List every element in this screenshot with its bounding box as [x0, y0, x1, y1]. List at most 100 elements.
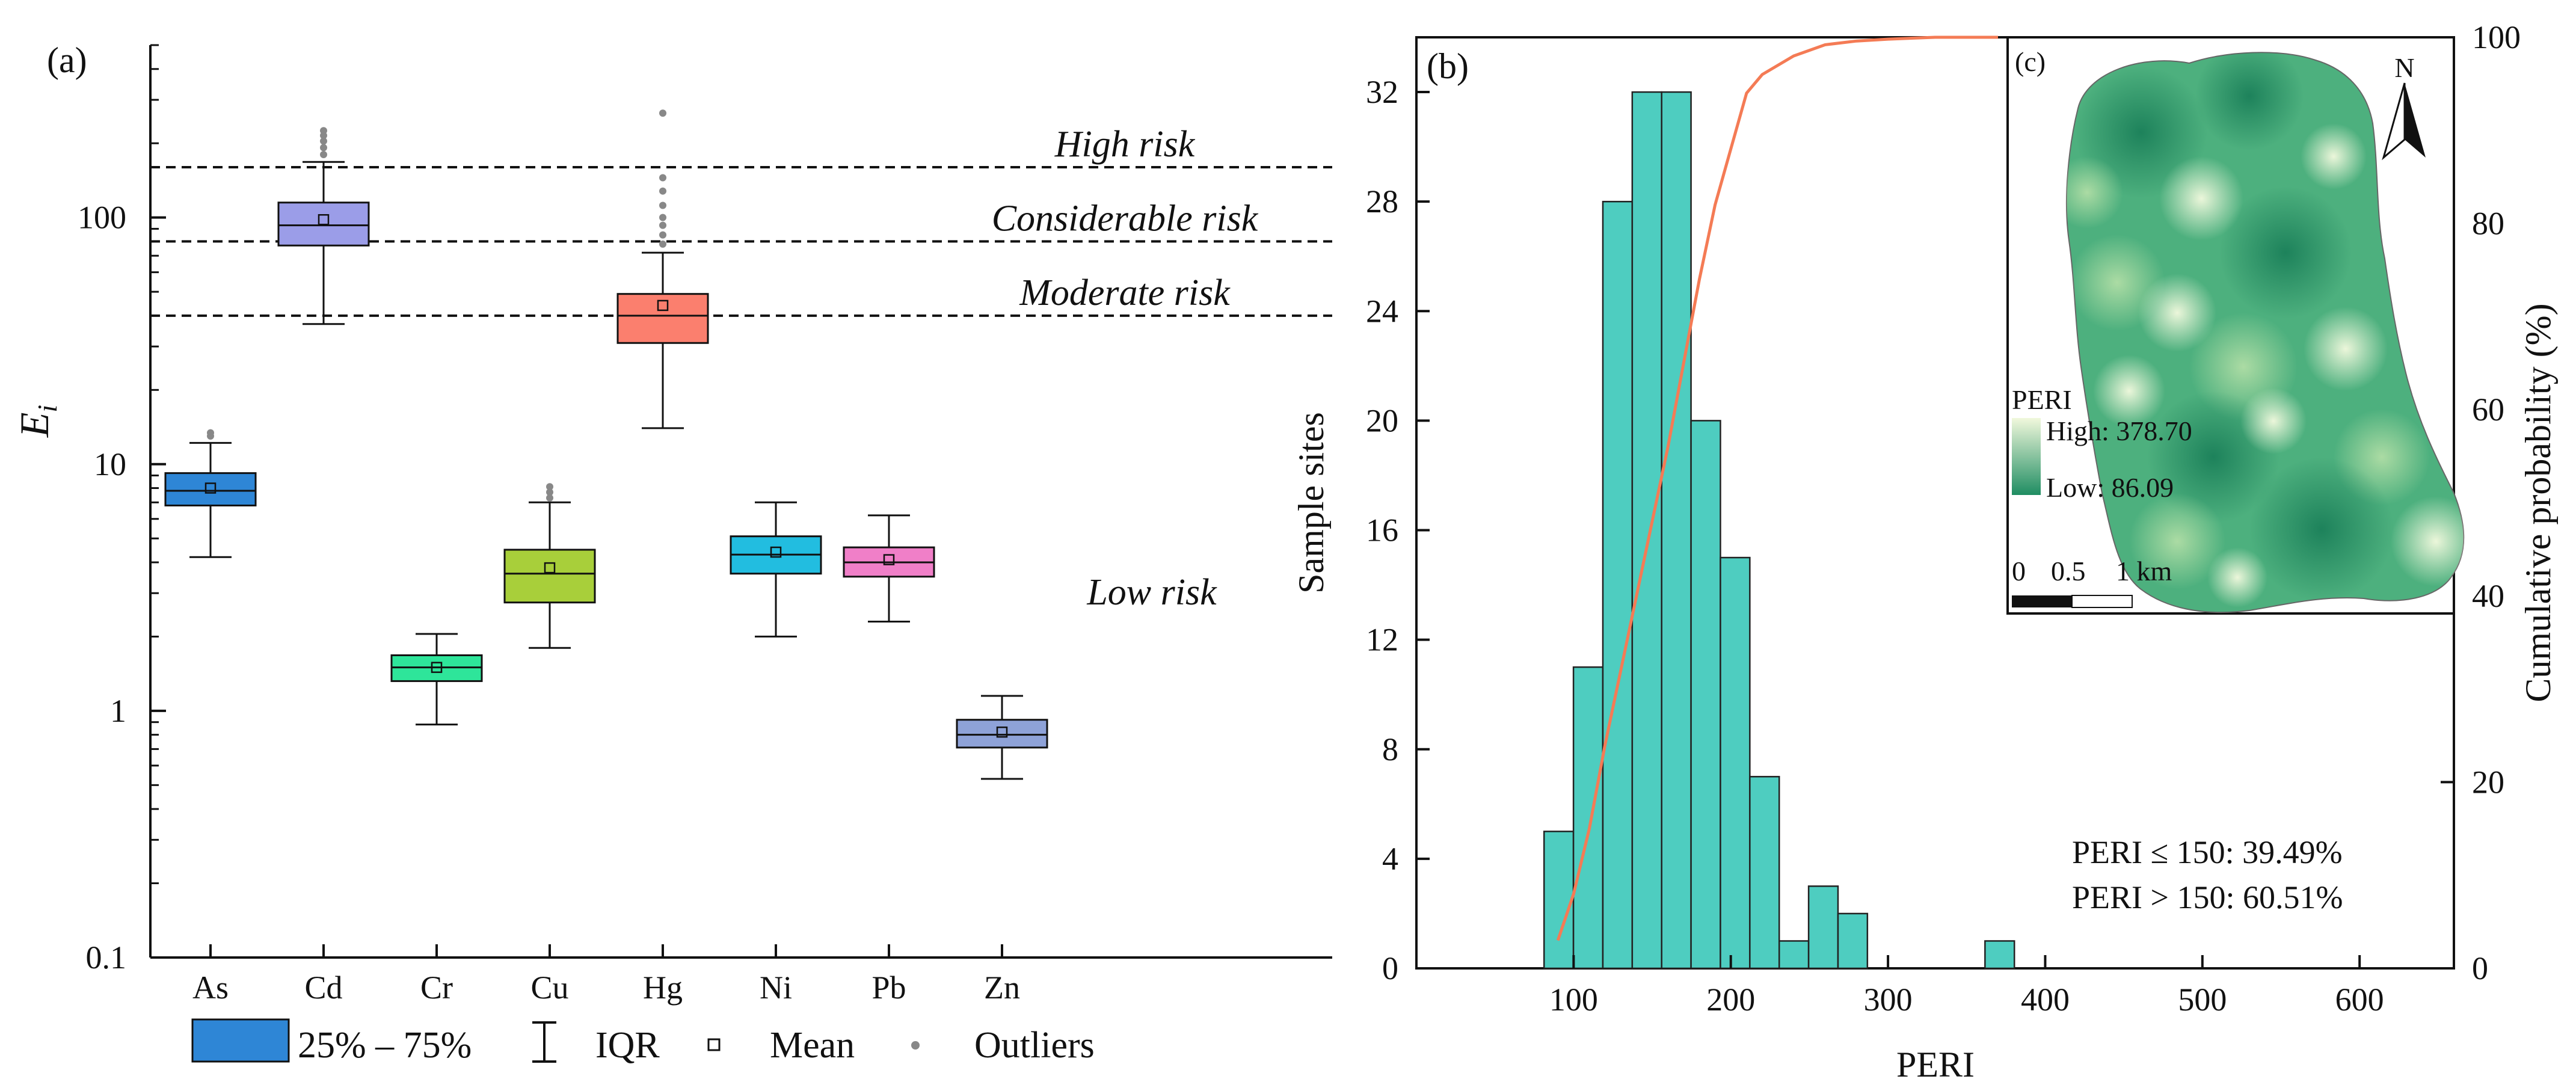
- x-tick-label: As: [192, 970, 229, 1006]
- legend-box-label: 25% – 75%: [298, 1025, 472, 1066]
- histogram-bar: [1807, 885, 1839, 970]
- histogram-bars: [1543, 91, 2015, 970]
- low-risk-label: Low risk: [1086, 572, 1217, 613]
- y-axis-label: Sample sites: [1291, 412, 1331, 594]
- outlier-point: [320, 150, 327, 158]
- outlier-point: [207, 429, 214, 437]
- histogram-bar: [1984, 940, 2015, 970]
- y-tick-label: 20: [1366, 402, 1398, 438]
- y-tick-label: 8: [1382, 731, 1398, 767]
- outlier-point: [320, 144, 327, 152]
- histogram-bar: [1690, 420, 1721, 970]
- box-pb: [843, 514, 935, 623]
- box-hg: [616, 109, 709, 429]
- y-tick-label: 1: [110, 693, 126, 729]
- outlier-point: [659, 221, 666, 229]
- y-ticks: 0.1 1 10 100: [78, 44, 166, 976]
- risk-label: High risk: [1054, 124, 1196, 165]
- legend-outliers-label: Outliers: [974, 1025, 1095, 1066]
- north-arrow-right: [2405, 83, 2426, 158]
- stat-below-150: PERI ≤ 150: 39.49%: [2072, 834, 2343, 870]
- x-tick-label: Cr: [420, 970, 453, 1006]
- x-tick-label: 200: [1706, 982, 1755, 1018]
- y2-tick-label: 100: [2472, 19, 2521, 55]
- legend: 25% – 75% IQR Mean Outliers: [191, 1018, 1095, 1066]
- x-axis-label: PERI: [1896, 1045, 1975, 1079]
- peri-map: [2065, 52, 2465, 613]
- y-tick-label: 28: [1366, 183, 1398, 220]
- y-axis-label: Ei: [11, 405, 63, 438]
- outlier-point: [659, 231, 666, 239]
- box-zn: [956, 695, 1048, 780]
- legend-box-swatch: [191, 1018, 290, 1063]
- legend-iqr-icon: [532, 1021, 556, 1063]
- box-cd: [277, 127, 370, 325]
- box-ni: [730, 501, 822, 638]
- map-legend-title: PERI: [2012, 384, 2072, 415]
- outlier-point: [659, 174, 666, 182]
- x-tick-labels: As Cd Cr Cu Hg Ni Pb Zn: [192, 944, 1020, 1006]
- outlier-point: [659, 187, 666, 195]
- north-arrow-left: [2382, 82, 2406, 161]
- box-cu: [503, 483, 596, 649]
- scale-label-1km: 1 km: [2116, 556, 2172, 586]
- x-tick-label: Hg: [643, 970, 683, 1006]
- outlier-point: [659, 109, 666, 117]
- outlier-point: [546, 483, 553, 491]
- x-tick-label: Cu: [530, 970, 568, 1006]
- iqr-box: [956, 719, 1048, 749]
- outlier-point: [546, 488, 553, 496]
- legend-outlier-icon: [911, 1041, 920, 1050]
- mean-marker: [996, 726, 1008, 738]
- outlier-point: [659, 201, 666, 209]
- legend-mean-icon: [707, 1038, 721, 1051]
- panel-c-label: (c): [2015, 46, 2046, 77]
- scale-bar-white: [2071, 595, 2133, 608]
- panel-a-label: (a): [47, 40, 87, 80]
- panel-c-map-inset: (c): [2006, 36, 2465, 615]
- histogram-bar: [1631, 91, 1662, 970]
- outlier-point: [546, 494, 553, 502]
- x-tick-label: 600: [2335, 982, 2384, 1018]
- y-tick-label: 0: [1382, 950, 1398, 986]
- y-axis-label-main: E: [11, 413, 57, 438]
- left-y-ticks: 0 4 8 12 16 20 24 28 32: [1366, 74, 1430, 986]
- histogram-bar: [1778, 940, 1810, 970]
- scale-bar: 0 0.5 1 km: [2012, 556, 2172, 608]
- mean-marker: [770, 546, 782, 558]
- scale-label-0: 0: [2012, 556, 2026, 586]
- right-y-ticks: 0 20 40 60 80 100: [2441, 19, 2521, 986]
- north-label: N: [2394, 52, 2414, 83]
- y-tick-label: 10: [94, 446, 126, 482]
- x-tick-label: 500: [2178, 982, 2227, 1018]
- histogram-bar: [1572, 666, 1604, 970]
- x-tick-label: Ni: [760, 970, 792, 1006]
- histogram-bar: [1543, 831, 1575, 970]
- y-axis-label-sub: i: [32, 405, 63, 413]
- box-cr: [390, 633, 483, 726]
- box-as: [164, 429, 257, 558]
- box-series: [164, 109, 1048, 780]
- legend-mean-label: Mean: [770, 1025, 855, 1066]
- cumulative-probability-line: [1556, 35, 1998, 941]
- legend-iqr-label: IQR: [595, 1025, 660, 1066]
- y2-tick-label: 0: [2472, 950, 2488, 986]
- histogram-bar: [1720, 556, 1751, 970]
- y-tick-label: 12: [1366, 622, 1398, 658]
- risk-label: Considerable risk: [992, 198, 1259, 239]
- y2-axis-label: Cumulative probability (%): [2518, 303, 2558, 702]
- mean-marker: [204, 482, 217, 494]
- scale-bar-black: [2012, 595, 2072, 607]
- mean-marker: [318, 214, 330, 226]
- y-tick-label: 16: [1366, 512, 1398, 549]
- x-tick-label: Cd: [304, 970, 342, 1006]
- y-tick-label: 100: [78, 200, 126, 236]
- x-tick-label: 300: [1864, 982, 1913, 1018]
- mean-marker: [657, 300, 669, 312]
- map-texture: [2066, 52, 2464, 607]
- stat-above-150: PERI > 150: 60.51%: [2072, 879, 2343, 915]
- histogram-bar: [1661, 91, 1692, 970]
- mean-marker: [431, 662, 443, 673]
- y-tick-label: 24: [1366, 293, 1398, 329]
